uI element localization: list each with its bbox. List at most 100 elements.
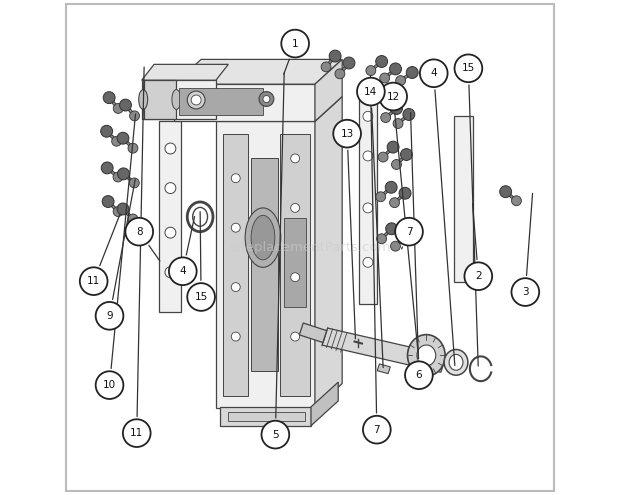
Text: 14: 14 bbox=[365, 87, 378, 97]
Circle shape bbox=[100, 125, 113, 137]
Circle shape bbox=[389, 198, 399, 207]
Circle shape bbox=[231, 283, 240, 292]
Circle shape bbox=[291, 332, 299, 341]
Circle shape bbox=[165, 227, 176, 238]
Polygon shape bbox=[174, 84, 315, 121]
Circle shape bbox=[386, 223, 397, 235]
Circle shape bbox=[405, 361, 433, 389]
Circle shape bbox=[385, 181, 397, 193]
Polygon shape bbox=[216, 121, 315, 408]
Circle shape bbox=[363, 111, 373, 121]
Ellipse shape bbox=[251, 215, 275, 260]
Ellipse shape bbox=[417, 345, 436, 366]
Circle shape bbox=[393, 119, 403, 129]
Circle shape bbox=[112, 136, 122, 146]
Circle shape bbox=[363, 416, 391, 444]
Text: 11: 11 bbox=[87, 276, 100, 286]
Ellipse shape bbox=[444, 349, 468, 375]
Circle shape bbox=[130, 111, 140, 121]
Polygon shape bbox=[142, 64, 228, 80]
Circle shape bbox=[379, 83, 407, 110]
Circle shape bbox=[376, 55, 388, 67]
Circle shape bbox=[291, 203, 299, 212]
Polygon shape bbox=[220, 407, 311, 426]
Polygon shape bbox=[311, 382, 339, 426]
Circle shape bbox=[387, 141, 399, 153]
Circle shape bbox=[128, 143, 138, 153]
Circle shape bbox=[343, 57, 355, 69]
Circle shape bbox=[128, 214, 138, 224]
Circle shape bbox=[512, 278, 539, 306]
Circle shape bbox=[102, 196, 114, 207]
Circle shape bbox=[363, 257, 373, 267]
Circle shape bbox=[165, 267, 176, 278]
Circle shape bbox=[329, 50, 341, 62]
Text: eReplacementParts.com: eReplacementParts.com bbox=[229, 241, 391, 254]
Circle shape bbox=[391, 241, 401, 251]
Circle shape bbox=[377, 234, 387, 244]
Polygon shape bbox=[250, 158, 278, 371]
Polygon shape bbox=[159, 121, 181, 312]
Ellipse shape bbox=[193, 207, 208, 226]
Text: 1: 1 bbox=[292, 39, 298, 49]
Circle shape bbox=[378, 152, 388, 162]
FancyBboxPatch shape bbox=[66, 4, 554, 491]
Circle shape bbox=[165, 143, 176, 154]
Text: 10: 10 bbox=[103, 380, 116, 390]
Polygon shape bbox=[280, 134, 310, 396]
Text: 2: 2 bbox=[475, 271, 482, 281]
Circle shape bbox=[389, 63, 401, 75]
Polygon shape bbox=[377, 364, 391, 374]
Circle shape bbox=[117, 132, 129, 144]
Circle shape bbox=[263, 96, 270, 102]
Circle shape bbox=[380, 73, 389, 83]
Text: 6: 6 bbox=[415, 370, 422, 380]
Polygon shape bbox=[299, 323, 327, 343]
Circle shape bbox=[113, 103, 123, 113]
Text: 12: 12 bbox=[386, 92, 400, 101]
Circle shape bbox=[113, 172, 123, 182]
Circle shape bbox=[101, 162, 113, 174]
Circle shape bbox=[500, 186, 511, 198]
Text: 5: 5 bbox=[272, 430, 278, 440]
Circle shape bbox=[512, 196, 521, 206]
Circle shape bbox=[396, 76, 405, 86]
Circle shape bbox=[259, 92, 274, 106]
Circle shape bbox=[454, 54, 482, 82]
Ellipse shape bbox=[172, 90, 181, 109]
Circle shape bbox=[381, 113, 391, 123]
Circle shape bbox=[169, 257, 197, 285]
Circle shape bbox=[401, 148, 412, 160]
Circle shape bbox=[420, 59, 448, 87]
Circle shape bbox=[395, 218, 423, 246]
Text: 8: 8 bbox=[136, 227, 143, 237]
Circle shape bbox=[123, 419, 151, 447]
Ellipse shape bbox=[245, 208, 281, 267]
Polygon shape bbox=[144, 80, 176, 119]
Circle shape bbox=[291, 273, 299, 282]
Polygon shape bbox=[223, 134, 248, 396]
Circle shape bbox=[291, 154, 299, 163]
Ellipse shape bbox=[407, 335, 445, 376]
Text: 4: 4 bbox=[179, 266, 186, 276]
Circle shape bbox=[80, 267, 107, 295]
Circle shape bbox=[117, 203, 129, 215]
Polygon shape bbox=[315, 97, 342, 408]
Circle shape bbox=[231, 332, 240, 341]
Circle shape bbox=[191, 95, 201, 105]
Circle shape bbox=[366, 66, 376, 76]
Ellipse shape bbox=[139, 90, 148, 109]
Polygon shape bbox=[284, 218, 306, 307]
Circle shape bbox=[95, 302, 123, 330]
Text: 7: 7 bbox=[405, 227, 412, 237]
Circle shape bbox=[363, 151, 373, 161]
Circle shape bbox=[403, 108, 415, 120]
Circle shape bbox=[363, 203, 373, 213]
Circle shape bbox=[391, 102, 402, 114]
Text: 7: 7 bbox=[373, 425, 380, 435]
Text: 15: 15 bbox=[195, 292, 208, 302]
Circle shape bbox=[262, 421, 289, 448]
Circle shape bbox=[464, 262, 492, 290]
Circle shape bbox=[95, 371, 123, 399]
Circle shape bbox=[321, 62, 331, 72]
